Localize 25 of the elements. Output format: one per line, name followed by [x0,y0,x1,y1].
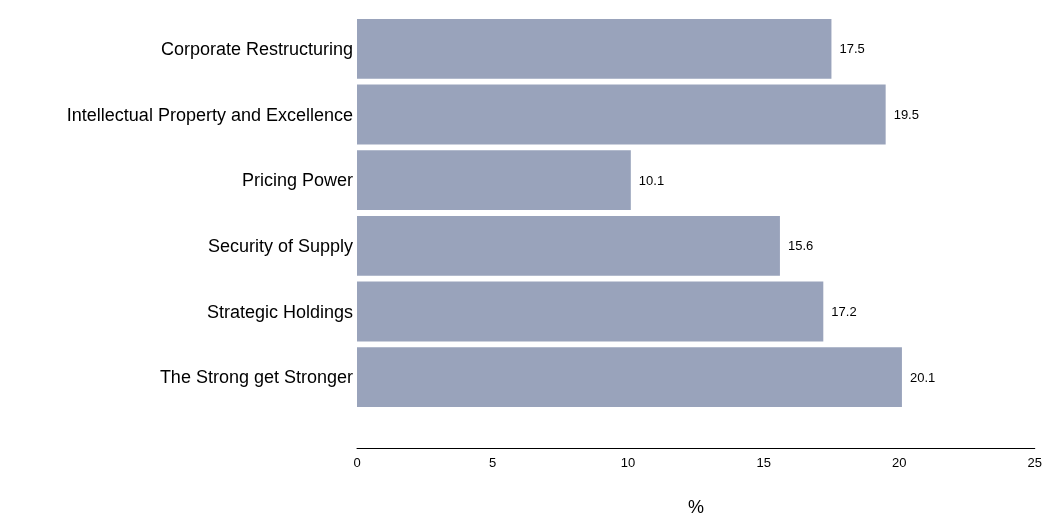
bar [357,281,824,342]
y-tick-label: Strategic Holdings [206,301,353,322]
data-label: 10.1 [638,172,665,188]
data-label: 15.6 [787,238,814,254]
x-tick-label: 0 [353,455,361,470]
x-tick-label: 5 [488,455,497,470]
y-tick-label: Pricing Power [241,170,353,191]
y-tick-label: Security of Supply [207,235,353,256]
data-label: 17.5 [839,41,865,57]
bar [357,84,886,145]
x-tick-label: 10 [620,455,636,470]
x-tick-label: 15 [756,455,771,470]
x-axis-title: % [687,497,704,517]
bar [357,215,780,276]
data-label: 19.5 [893,107,919,122]
x-tick-label: 25 [1027,455,1042,470]
bar [357,347,902,408]
x-tick-label: 20 [891,455,907,470]
data-label: 17.2 [831,304,857,319]
y-tick-label: Intellectual Property and Excellence [66,104,353,125]
bar [357,150,631,211]
bar [357,18,832,79]
y-tick-label: The Strong get Stronger [159,367,353,388]
data-label: 20.1 [909,369,936,385]
y-tick-label: Corporate Restructuring [160,38,353,59]
